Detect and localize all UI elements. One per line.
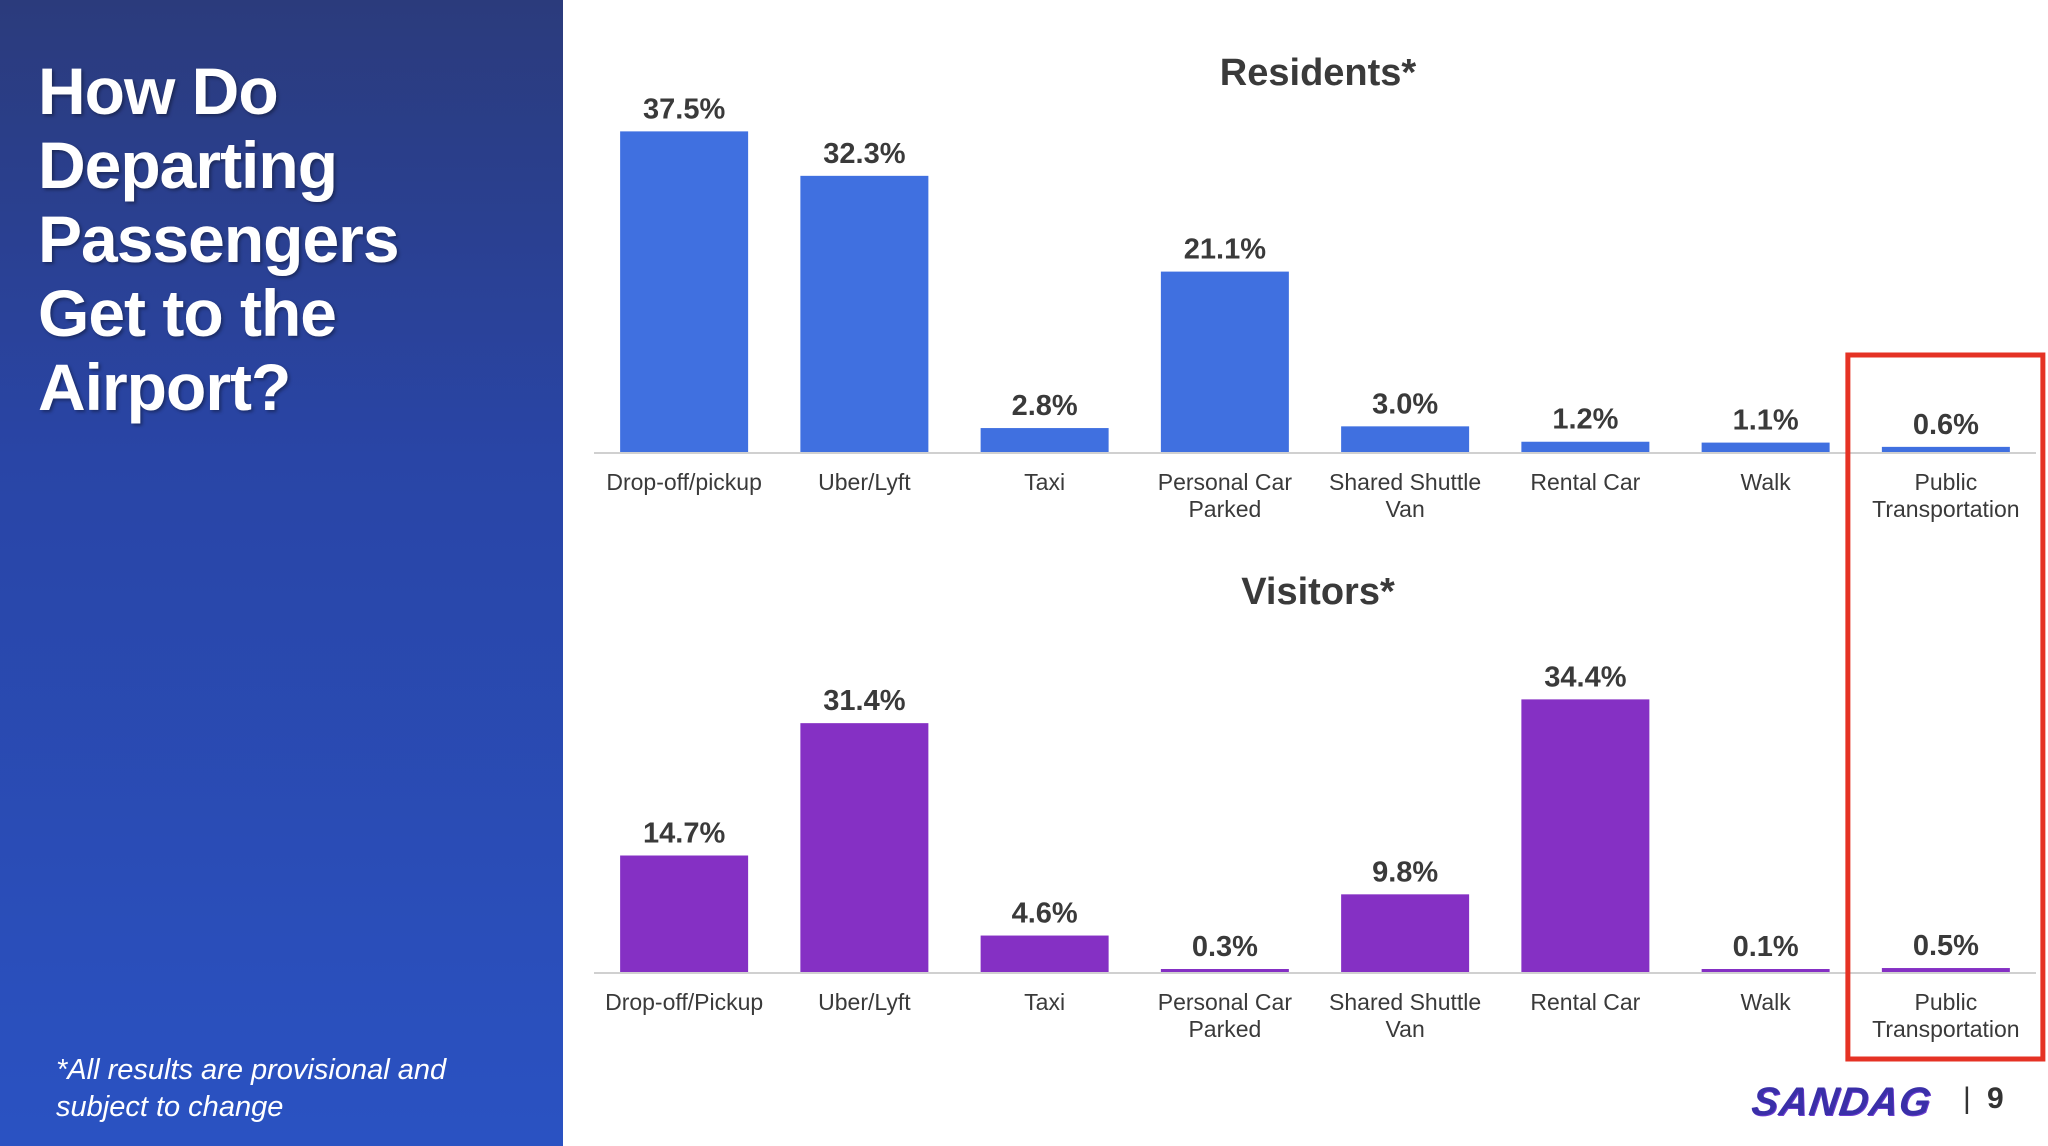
category-label-line: Public [1915,989,1978,1015]
data-label: 14.7% [643,818,725,850]
data-label: 1.1% [1733,405,1799,437]
chart-title-visitors: Visitors* [1241,571,1395,613]
category-label: Walk [1740,469,1791,495]
category-label-line: Shared Shuttle [1329,989,1481,1015]
category-label-line: Personal Car [1158,989,1293,1015]
data-label: 34.4% [1544,661,1626,693]
data-label: 4.6% [1012,898,1078,930]
bar-residents-3 [1160,271,1289,452]
data-label: 21.1% [1184,234,1266,266]
category-label-line: Parked [1188,1016,1261,1042]
category-label-line: Parked [1188,496,1261,522]
sidebar-panel: How Do Departing Passengers Get to the A… [0,0,563,1146]
data-label: 31.4% [823,685,905,717]
bar-visitors-6 [1701,969,1830,972]
category-label-line: Van [1386,1016,1425,1042]
category-label: Personal Car Parked [1158,469,1293,522]
data-label: 9.8% [1372,856,1438,888]
bar-residents-7 [1881,446,2010,452]
category-label-line: Uber/Lyft [818,989,911,1015]
category-label-line: Public [1915,469,1978,495]
category-label: Shared Shuttle Van [1329,469,1481,522]
bar-residents-0 [620,131,749,452]
bar-visitors-0 [620,855,749,972]
category-label-line: Transportation [1872,1016,2019,1042]
category-label: Drop-off/pickup [606,469,762,495]
chart-title-residents: Residents* [1220,52,1417,94]
category-label: Public Transportation [1872,989,2019,1042]
bar-visitors-4 [1341,894,1470,972]
data-label: 3.0% [1372,388,1438,420]
category-label: Rental Car [1530,989,1640,1015]
highlight-box [1845,352,2046,1062]
sandag-logo: SANDAG [1748,1080,1935,1124]
category-label: Taxi [1024,469,1065,495]
data-label: 1.2% [1552,404,1618,436]
category-label: Walk [1740,989,1791,1015]
page-number: 9 [1987,1082,2004,1115]
bar-visitors-7 [1881,968,2010,972]
category-label-line: Shared Shuttle [1329,469,1481,495]
bar-residents-1 [800,175,929,452]
category-label: Rental Car [1530,469,1640,495]
bar-residents-4 [1341,426,1470,452]
data-label: 37.5% [643,93,725,125]
category-label-line: Transportation [1872,496,2019,522]
data-label: 2.8% [1012,390,1078,422]
bar-visitors-5 [1521,699,1650,972]
bar-visitors-3 [1160,969,1289,972]
category-label: Uber/Lyft [818,469,911,495]
category-label-line: Personal Car [1158,469,1293,495]
page-separator: | [1963,1082,1971,1115]
slide-title: How Do Departing Passengers Get to the A… [38,54,400,424]
category-label: Personal Car Parked [1158,989,1293,1042]
data-label: 32.3% [823,138,905,170]
category-label-line: Rental Car [1530,989,1640,1015]
bar-residents-2 [980,428,1109,452]
category-label-line: Taxi [1024,469,1065,495]
category-label: Drop-off/Pickup [605,989,763,1015]
category-label-line: Drop-off/Pickup [605,989,763,1015]
data-label: 0.6% [1913,409,1979,441]
category-label-line: Walk [1740,469,1791,495]
category-label: Taxi [1024,989,1065,1015]
data-label: 0.5% [1913,930,1979,962]
category-label-line: Uber/Lyft [818,469,911,495]
category-label-line: Taxi [1024,989,1065,1015]
data-label: 0.3% [1192,931,1258,963]
bar-residents-6 [1701,442,1830,452]
category-label-line: Van [1386,496,1425,522]
category-label: Uber/Lyft [818,989,911,1015]
category-label-line: Walk [1740,989,1791,1015]
category-label: Shared Shuttle Van [1329,989,1481,1042]
bar-residents-5 [1521,441,1650,452]
bar-visitors-2 [980,935,1109,972]
category-label: Public Transportation [1872,469,2019,522]
chart-1: Visitors* 14.7% Drop-off/Pickup 31.4% Uber/L… [594,571,2036,1042]
category-label-line: Rental Car [1530,469,1640,495]
footnote: *All results are provisional and subject… [56,1054,447,1123]
bar-visitors-1 [800,723,929,972]
category-label-line: Drop-off/pickup [606,469,762,495]
data-label: 0.1% [1733,931,1799,963]
chart-0: Residents* 37.5% Drop-off/pickup 32.3% Uber/… [594,52,2036,522]
